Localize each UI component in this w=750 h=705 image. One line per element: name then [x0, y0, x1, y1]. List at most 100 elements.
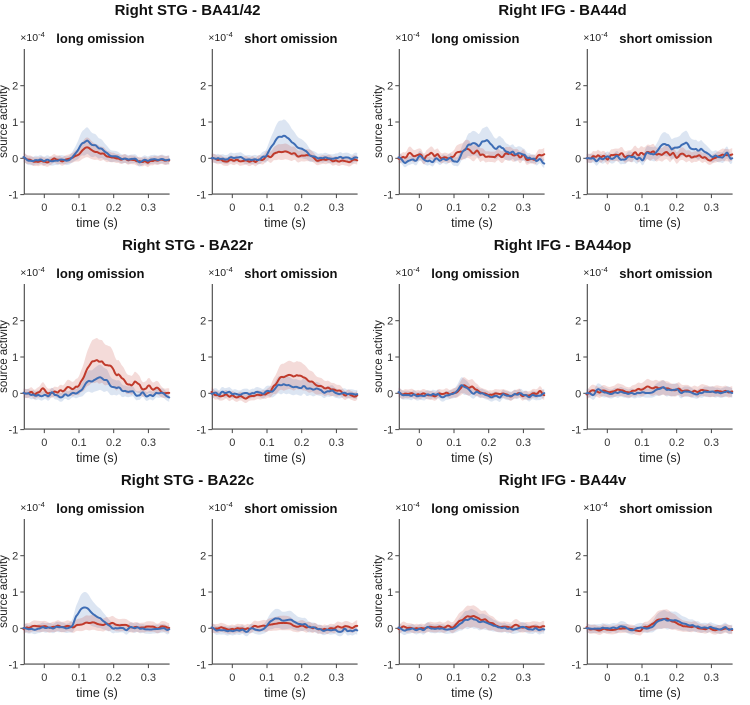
svg-text:-1: -1 [384, 660, 394, 672]
svg-text:-1: -1 [9, 660, 19, 672]
svg-text:×10-4: ×10-4 [20, 30, 44, 45]
svg-text:2: 2 [12, 551, 18, 563]
svg-text:×10-4: ×10-4 [208, 265, 232, 280]
svg-text:0.2: 0.2 [481, 672, 496, 684]
svg-text:time (s): time (s) [639, 216, 681, 230]
svg-text:source activity: source activity [373, 85, 385, 158]
svg-text:short omission: short omission [244, 501, 337, 516]
svg-text:long omission: long omission [431, 501, 519, 516]
svg-text:1: 1 [575, 352, 581, 364]
svg-text:1: 1 [200, 352, 206, 364]
svg-text:×10-4: ×10-4 [20, 500, 44, 515]
svg-text:1: 1 [200, 587, 206, 599]
svg-text:time (s): time (s) [76, 216, 118, 230]
svg-text:0: 0 [416, 672, 422, 684]
svg-text:0.2: 0.2 [106, 437, 121, 449]
svg-text:×10-4: ×10-4 [395, 30, 419, 45]
svg-text:2: 2 [575, 551, 581, 563]
svg-text:0.1: 0.1 [259, 437, 274, 449]
svg-text:0.3: 0.3 [328, 202, 343, 214]
svg-text:time (s): time (s) [76, 686, 118, 700]
svg-text:time (s): time (s) [264, 686, 306, 700]
svg-text:0: 0 [229, 202, 235, 214]
svg-text:-1: -1 [196, 190, 206, 202]
svg-text:1: 1 [12, 117, 18, 129]
svg-text:-1: -1 [571, 425, 581, 437]
svg-text:1: 1 [575, 587, 581, 599]
svg-text:short omission: short omission [619, 31, 712, 46]
svg-text:-1: -1 [384, 190, 394, 202]
svg-text:0.1: 0.1 [634, 437, 649, 449]
svg-text:0: 0 [12, 388, 18, 400]
svg-text:-1: -1 [571, 660, 581, 672]
svg-text:time (s): time (s) [451, 686, 493, 700]
svg-text:0.3: 0.3 [516, 202, 531, 214]
svg-text:short omission: short omission [244, 31, 337, 46]
svg-text:time (s): time (s) [639, 451, 681, 465]
svg-text:0.1: 0.1 [446, 672, 461, 684]
svg-text:1: 1 [12, 352, 18, 364]
svg-text:source activity: source activity [0, 555, 10, 628]
svg-text:0.1: 0.1 [634, 202, 649, 214]
svg-text:0.2: 0.2 [669, 672, 684, 684]
svg-text:0.2: 0.2 [294, 672, 309, 684]
svg-text:0.3: 0.3 [141, 202, 156, 214]
svg-text:1: 1 [387, 352, 393, 364]
svg-text:short omission: short omission [619, 266, 712, 281]
svg-text:2: 2 [200, 81, 206, 93]
svg-text:0.2: 0.2 [294, 202, 309, 214]
svg-text:0: 0 [387, 153, 393, 165]
svg-text:source activity: source activity [373, 555, 385, 628]
svg-text:0.2: 0.2 [669, 202, 684, 214]
svg-text:0.2: 0.2 [481, 437, 496, 449]
svg-text:×10-4: ×10-4 [395, 500, 419, 515]
svg-text:0: 0 [229, 672, 235, 684]
svg-text:0: 0 [604, 202, 610, 214]
svg-text:source activity: source activity [0, 320, 10, 393]
svg-text:0.3: 0.3 [703, 672, 718, 684]
svg-text:source activity: source activity [373, 320, 385, 393]
svg-text:time (s): time (s) [76, 451, 118, 465]
svg-text:0.2: 0.2 [294, 437, 309, 449]
svg-text:2: 2 [200, 551, 206, 563]
svg-text:×10-4: ×10-4 [583, 30, 607, 45]
svg-text:-1: -1 [196, 425, 206, 437]
svg-text:0: 0 [229, 437, 235, 449]
svg-text:short omission: short omission [619, 501, 712, 516]
svg-text:0.3: 0.3 [141, 437, 156, 449]
svg-text:short omission: short omission [244, 266, 337, 281]
svg-text:0.3: 0.3 [703, 202, 718, 214]
svg-text:0: 0 [416, 202, 422, 214]
svg-text:2: 2 [575, 81, 581, 93]
svg-text:0.1: 0.1 [259, 202, 274, 214]
svg-text:time (s): time (s) [264, 451, 306, 465]
svg-text:-1: -1 [9, 190, 19, 202]
svg-text:0: 0 [41, 437, 47, 449]
svg-text:×10-4: ×10-4 [583, 500, 607, 515]
svg-text:long omission: long omission [56, 31, 144, 46]
svg-text:-1: -1 [196, 660, 206, 672]
svg-text:0.3: 0.3 [328, 672, 343, 684]
svg-text:0: 0 [387, 388, 393, 400]
svg-text:2: 2 [200, 316, 206, 328]
svg-text:0.3: 0.3 [516, 672, 531, 684]
svg-text:0: 0 [387, 623, 393, 635]
svg-text:0.2: 0.2 [106, 672, 121, 684]
svg-text:0: 0 [41, 672, 47, 684]
svg-text:×10-4: ×10-4 [395, 265, 419, 280]
svg-text:0: 0 [604, 672, 610, 684]
svg-text:×10-4: ×10-4 [583, 265, 607, 280]
svg-text:time (s): time (s) [639, 686, 681, 700]
svg-text:time (s): time (s) [451, 216, 493, 230]
svg-text:0: 0 [575, 388, 581, 400]
svg-text:long omission: long omission [56, 266, 144, 281]
svg-text:1: 1 [387, 587, 393, 599]
svg-text:long omission: long omission [56, 501, 144, 516]
svg-text:×10-4: ×10-4 [20, 265, 44, 280]
svg-text:1: 1 [575, 117, 581, 129]
svg-text:0: 0 [200, 623, 206, 635]
svg-text:0: 0 [604, 437, 610, 449]
svg-text:1: 1 [12, 587, 18, 599]
svg-text:×10-4: ×10-4 [208, 30, 232, 45]
svg-text:-1: -1 [9, 425, 19, 437]
